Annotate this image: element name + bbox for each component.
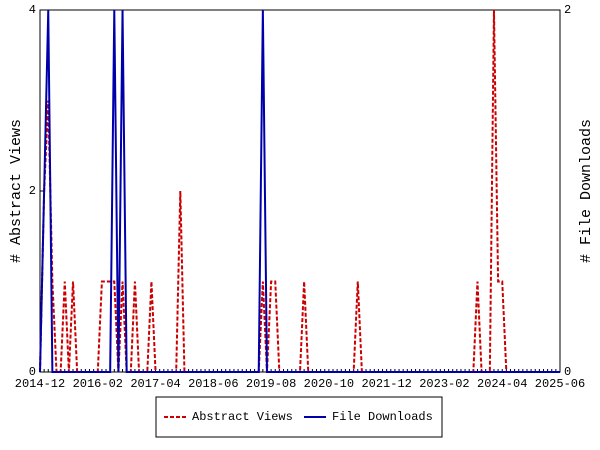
x-tick-label: 2024-04	[477, 377, 527, 391]
x-tick-label: 2017-04	[130, 377, 180, 391]
x-tick-label: 2023-02	[419, 377, 469, 391]
y-tick-label: 2	[29, 184, 36, 198]
y-axis-title: # Abstract Views	[8, 119, 25, 263]
y-tick-label: 0	[29, 365, 36, 379]
y2-tick-label: 0	[564, 365, 571, 379]
x-tick-label: 2021-12	[361, 377, 411, 391]
legend-label: Abstract Views	[192, 410, 293, 424]
series-line	[39, 9, 560, 373]
legend-box	[155, 396, 443, 438]
x-tick-label: 2020-10	[304, 377, 354, 391]
x-tick-label: 2016-02	[73, 377, 123, 391]
y2-axis-title: # File Downloads	[578, 119, 595, 263]
x-tick-label: 2025-06	[535, 377, 585, 391]
y2-tick-label: 2	[564, 3, 571, 17]
legend-label: File Downloads	[332, 410, 433, 424]
y-tick-label: 4	[29, 3, 36, 17]
x-tick-label: 2019-08	[246, 377, 296, 391]
x-tick-label: 2014-12	[15, 377, 65, 391]
x-tick-label: 2018-06	[188, 377, 238, 391]
